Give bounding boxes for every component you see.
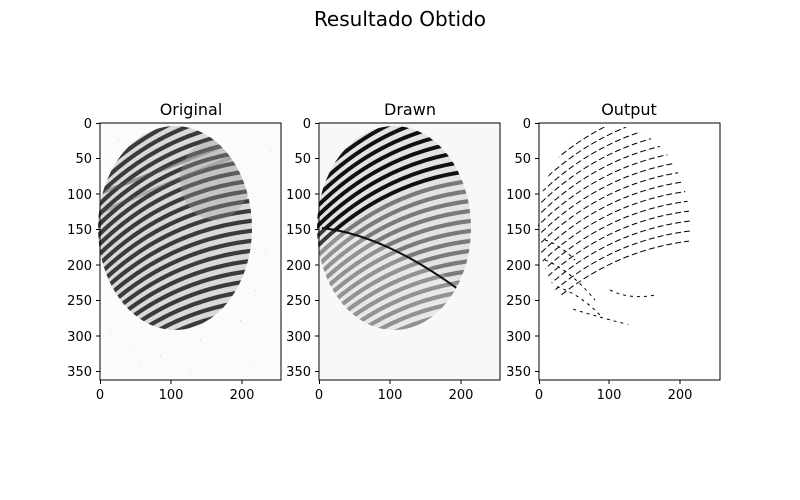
y-tick-label: 200 [506,259,531,274]
y-tick-labels: 0 50 100 150 200 250 300 350 [67,117,92,380]
fingerprint-thinned-skeleton-image [538,123,719,380]
x-tick-label: 200 [449,388,474,403]
y-tick-label: 250 [67,294,92,309]
y-tick-label: 300 [286,330,311,345]
axes-frame [318,122,501,381]
y-tick-label: 100 [286,188,311,203]
panel-title: Drawn [384,100,436,119]
x-axis [100,380,243,384]
axes-frame [99,122,282,381]
x-tick-label: 200 [668,388,693,403]
y-tick-label: 150 [506,223,531,238]
x-tick-labels: 0 100 200 [315,388,474,403]
y-tick-label: 50 [75,152,92,167]
figure-suptitle: Resultado Obtido [314,7,486,31]
x-tick-label: 0 [96,388,104,403]
y-tick-label: 350 [506,365,531,380]
y-tick-label: 50 [294,152,311,167]
x-tick-label: 200 [230,388,255,403]
y-axis [315,123,319,372]
panel-title: Output [601,100,657,119]
y-tick-label: 350 [67,365,92,380]
x-tick-labels: 0 100 200 [535,388,693,403]
y-tick-label: 100 [67,188,92,203]
y-axis [96,123,100,372]
y-tick-label: 300 [67,330,92,345]
y-tick-label: 350 [286,365,311,380]
y-tick-label: 50 [514,152,531,167]
x-tick-labels: 0 100 200 [96,388,255,403]
y-tick-label: 250 [286,294,311,309]
x-tick-label: 0 [535,388,543,403]
y-tick-label: 0 [523,117,531,132]
y-tick-label: 0 [84,117,92,132]
y-tick-label: 0 [303,117,311,132]
fingerprint-with-drawn-ridges-image [317,123,500,380]
fingerprint-grayscale-image [98,123,281,380]
y-tick-labels: 0 50 100 150 200 250 300 350 [286,117,311,380]
panel-drawn: Drawn [286,100,501,403]
x-tick-label: 100 [597,388,622,403]
y-tick-labels: 0 50 100 150 200 250 300 350 [506,117,531,380]
y-tick-label: 300 [506,330,531,345]
y-tick-label: 200 [286,259,311,274]
y-axis [535,123,539,372]
y-tick-label: 100 [506,188,531,203]
y-tick-label: 200 [67,259,92,274]
panel-output: Output [506,100,721,403]
panel-original: Original [67,100,282,403]
y-tick-label: 150 [286,223,311,238]
x-tick-label: 100 [159,388,184,403]
axes-frame [538,122,721,381]
x-axis [539,380,681,384]
x-axis [319,380,462,384]
y-tick-label: 150 [67,223,92,238]
panel-title: Original [160,100,223,119]
x-tick-label: 100 [378,388,403,403]
y-tick-label: 250 [506,294,531,309]
x-tick-label: 0 [315,388,323,403]
